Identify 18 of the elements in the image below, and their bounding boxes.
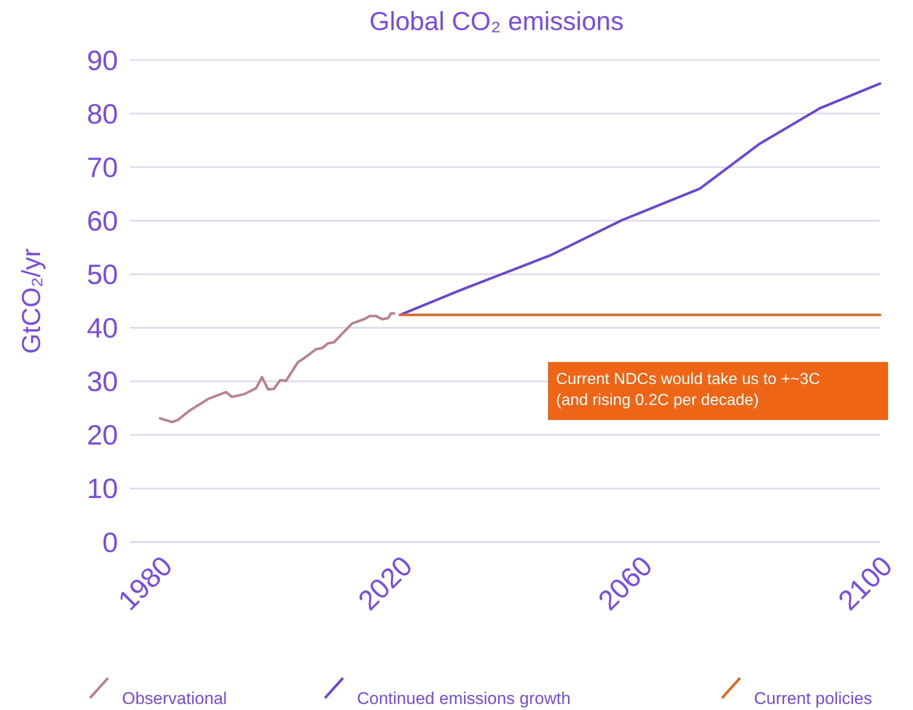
legend-label: Observational [122, 689, 227, 708]
y-tick-label: 90 [86, 44, 118, 76]
y-tick-label: 60 [86, 205, 118, 236]
y-tick-label: 30 [86, 366, 118, 398]
y-tick-label: 0 [102, 526, 118, 558]
y-tick-label: 40 [86, 312, 118, 344]
annotation: Current NDCs would take us to +~3C (and rising 0.2C per decade) [556, 371, 820, 409]
y-axis-title: GtCO₂/yr [16, 248, 46, 354]
y-tick-label: 80 [86, 98, 118, 130]
legend-label: Current policies [754, 689, 872, 708]
legend-label: Continued emissions growth [357, 689, 571, 708]
chart-title: Global CO₂ emissions [369, 6, 624, 36]
y-tick-label: 70 [86, 152, 118, 183]
y-tick-label: 10 [86, 473, 118, 504]
y-tick-label: 50 [86, 259, 118, 290]
y-tick-label: 20 [86, 420, 118, 451]
line-series [398, 82, 882, 316]
line-series [158, 312, 396, 424]
